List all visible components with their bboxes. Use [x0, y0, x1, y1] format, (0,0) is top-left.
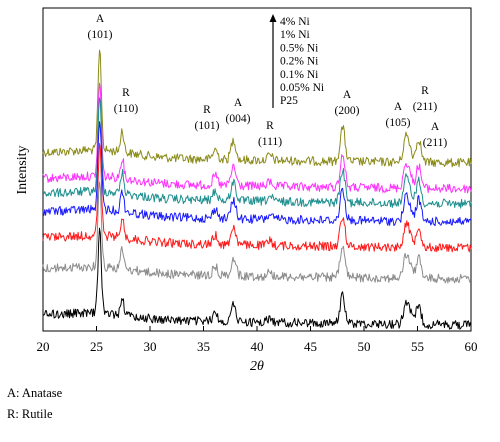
peak-hkl-label: (105) — [386, 117, 411, 129]
x-tick-label: 35 — [197, 339, 210, 354]
peak-phase-label: A — [234, 97, 243, 109]
peak-phase-label: A — [431, 121, 440, 133]
peak-hkl-label: (004) — [226, 113, 251, 125]
legend-entry: P25 — [280, 95, 298, 107]
legend-entry: 0.5% Ni — [280, 42, 318, 54]
x-tick-label: 45 — [304, 339, 317, 354]
legend-arrow-head — [269, 14, 277, 22]
legend-entry: 0.1% Ni — [280, 69, 318, 81]
x-tick-label: 20 — [37, 339, 50, 354]
series-trace-5 — [42, 181, 472, 284]
x-axis-label: 2θ — [250, 359, 264, 374]
peak-hkl-label: (101) — [88, 29, 113, 41]
peak-hkl-label: (111) — [258, 136, 282, 148]
footnote-anatase: A: Anatase — [7, 386, 63, 400]
footnote-rutile: R: Rutile — [7, 407, 53, 421]
series-trace-3 — [42, 121, 472, 227]
peak-hkl-label: (211) — [423, 137, 448, 149]
y-axis-label: Intensity — [15, 146, 30, 195]
series-trace-6 — [42, 227, 472, 330]
legend-entry: 0.2% Ni — [280, 56, 318, 68]
x-tick-label: 40 — [251, 339, 264, 354]
series-traces — [42, 49, 472, 330]
peak-hkl-label: (200) — [335, 105, 360, 117]
series-trace-1 — [42, 82, 472, 194]
plot-frame — [42, 7, 472, 332]
peak-phase-label: A — [394, 101, 403, 113]
peak-phase-label: A — [96, 13, 105, 25]
peak-hkl-label: (101) — [195, 120, 220, 132]
x-tick-label: 25 — [90, 339, 103, 354]
x-tick-label: 30 — [144, 339, 157, 354]
peak-phase-label: A — [343, 89, 352, 101]
peak-hkl-label: (110) — [114, 103, 139, 115]
x-axis-ticks: 20 25 30 35 40 45 50 55 60 — [37, 326, 478, 354]
legend-entry: 0.05% Ni — [280, 82, 324, 94]
peak-labels: A (101) R (110) R (101) A (004) R (111) A (200) A (10… — [88, 13, 448, 149]
peak-phase-label: R — [266, 120, 274, 132]
peak-hkl-label: (211) — [413, 101, 438, 113]
series-trace-0 — [42, 49, 472, 168]
x-tick-label: 50 — [358, 339, 371, 354]
peak-phase-label: R — [203, 104, 211, 116]
x-tick-label: 55 — [411, 339, 424, 354]
legend-entry: 1% Ni — [280, 29, 310, 41]
series-trace-4 — [42, 142, 472, 253]
peak-phase-label: R — [421, 85, 429, 97]
legend: 4% Ni1% Ni0.5% Ni 0.2% Ni0.1% Ni0.05% NiP… — [269, 14, 324, 108]
legend-entry: 4% Ni — [280, 16, 310, 28]
x-tick-label: 60 — [465, 339, 478, 354]
series-trace-2 — [42, 97, 472, 209]
peak-phase-label: R — [122, 87, 130, 99]
